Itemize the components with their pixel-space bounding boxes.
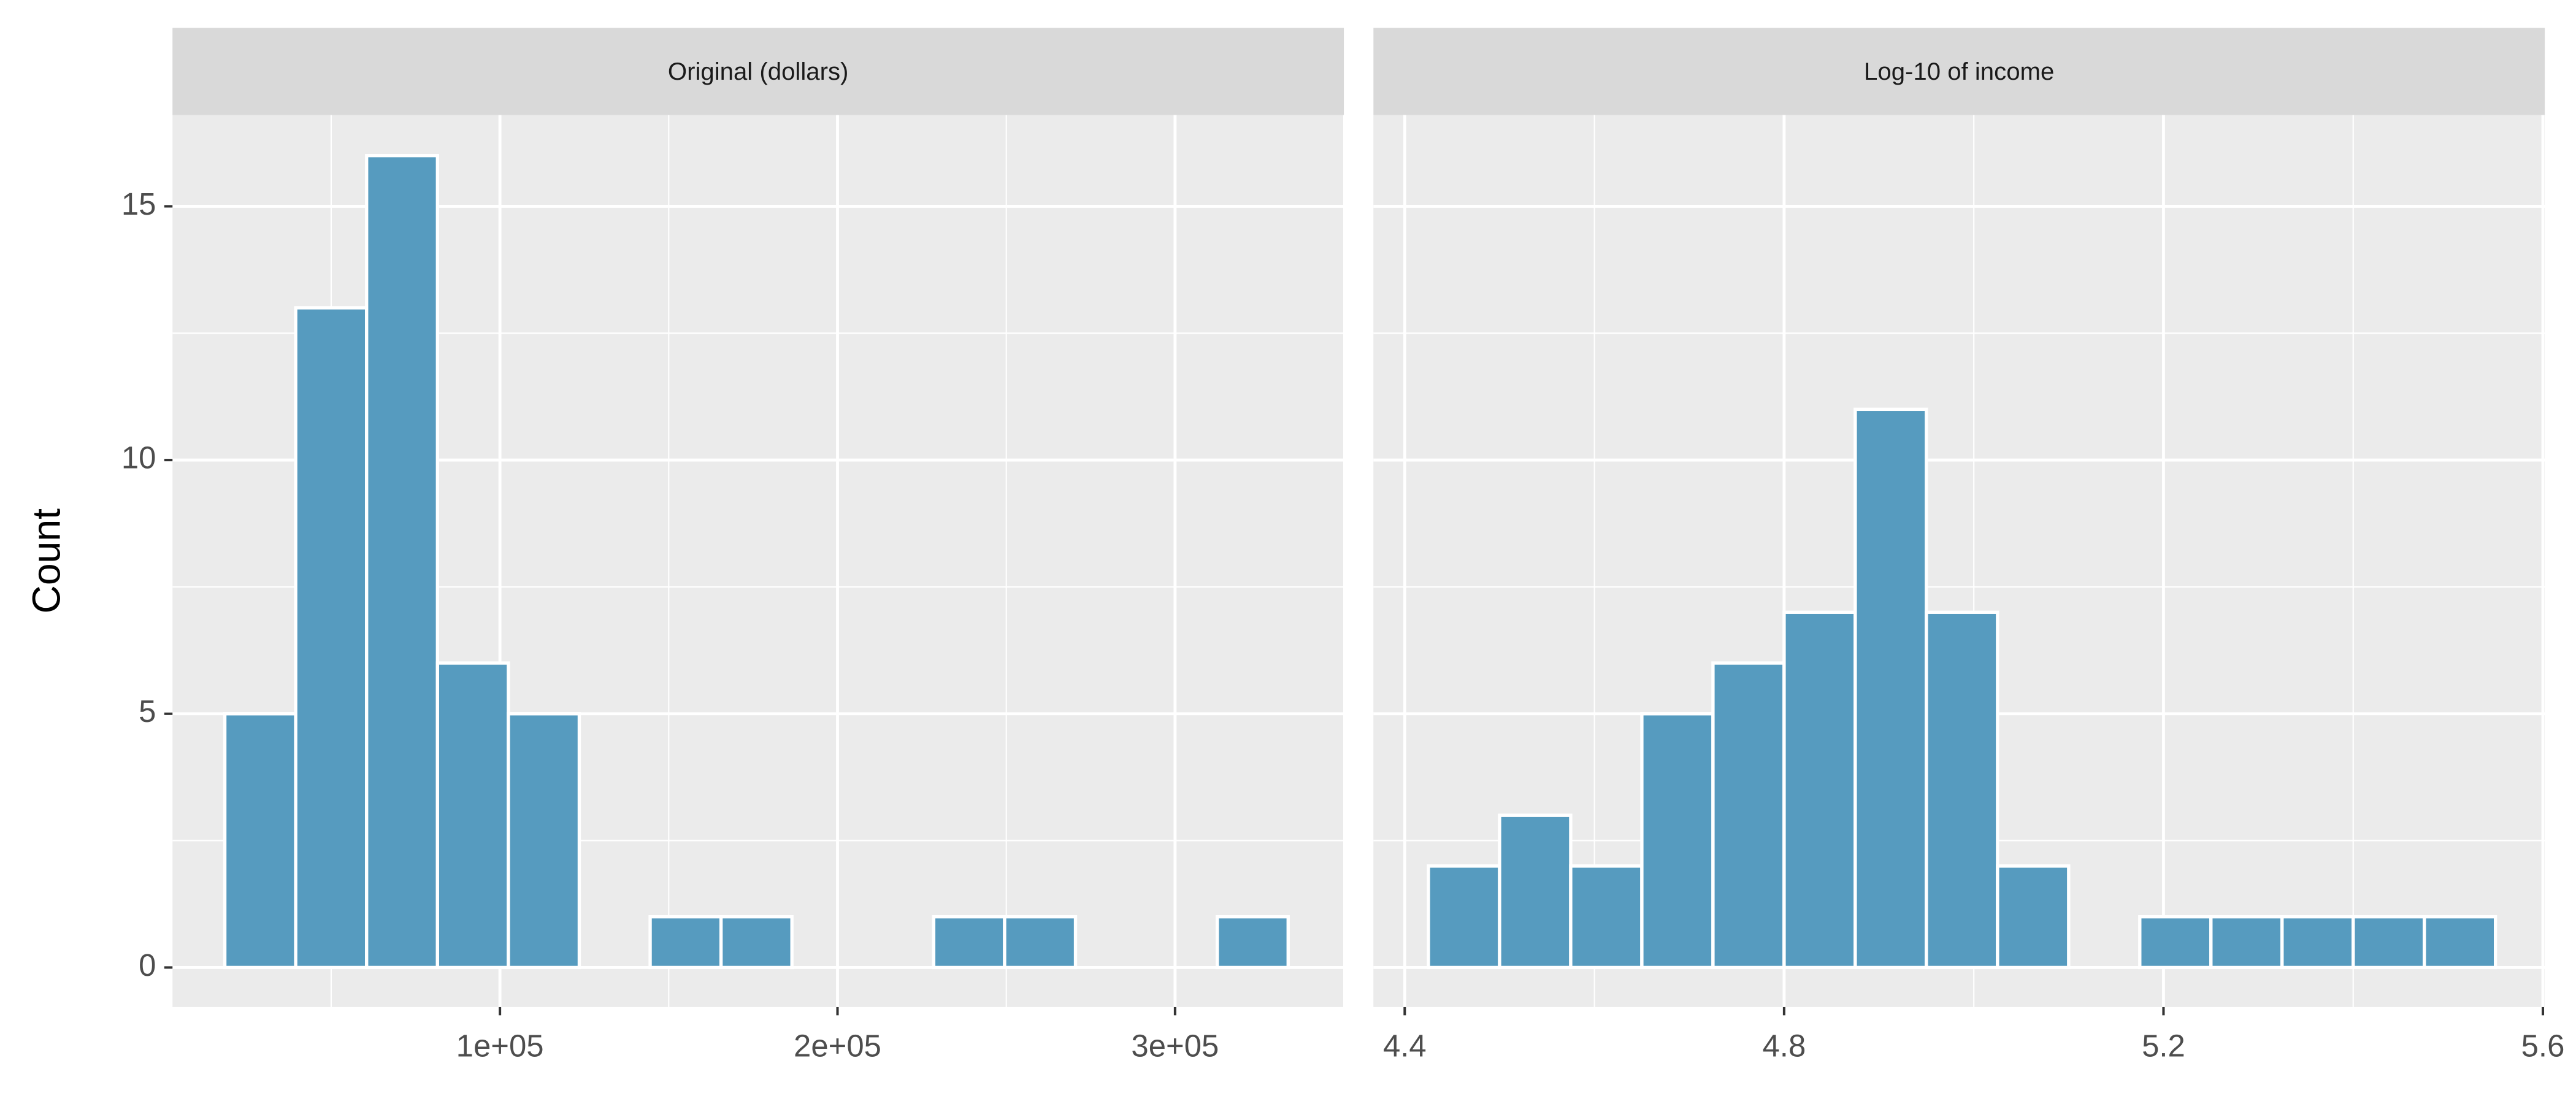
- bar: [648, 915, 723, 970]
- x-tick-label: 4.4: [1383, 1028, 1427, 1063]
- y-tick-label: 10: [121, 440, 156, 475]
- x-tick-label: 3e+05: [1131, 1028, 1219, 1063]
- bar: [1003, 915, 1078, 970]
- bar: [435, 661, 510, 970]
- bar: [1569, 864, 1644, 970]
- x-tick-label: 1e+05: [456, 1028, 544, 1063]
- bar: [1427, 864, 1501, 970]
- x-tick-label: 4.8: [1763, 1028, 1806, 1063]
- x-tick-label: 2e+05: [794, 1028, 881, 1063]
- panel-title: Original (dollars): [668, 58, 849, 85]
- bar: [1711, 661, 1786, 970]
- bar: [2423, 915, 2497, 970]
- y-tick-label: 5: [139, 694, 156, 729]
- bar: [719, 915, 794, 970]
- bar: [1782, 610, 1857, 970]
- y-tick-label: 0: [139, 948, 156, 983]
- bar: [365, 154, 439, 970]
- bar: [1498, 813, 1573, 970]
- bar: [294, 306, 369, 970]
- strip: [172, 28, 1344, 115]
- bar: [2352, 915, 2426, 970]
- bar: [2280, 915, 2355, 970]
- x-tick-label: 5.6: [2521, 1028, 2565, 1063]
- bar: [1996, 864, 2071, 970]
- bar: [932, 915, 1006, 970]
- panel-title: Log-10 of income: [1864, 58, 2054, 85]
- bar: [1216, 915, 1290, 970]
- y-axis-title: Count: [24, 508, 68, 614]
- bar: [1640, 712, 1715, 970]
- y-tick-label: 15: [121, 186, 156, 221]
- strip: [1373, 28, 2545, 115]
- bar: [2209, 915, 2284, 970]
- bar: [1925, 610, 1999, 970]
- bar: [2138, 915, 2213, 970]
- bar: [507, 712, 581, 970]
- bar: [223, 712, 297, 970]
- bar: [1853, 407, 1928, 970]
- x-tick-label: 5.2: [2142, 1028, 2185, 1063]
